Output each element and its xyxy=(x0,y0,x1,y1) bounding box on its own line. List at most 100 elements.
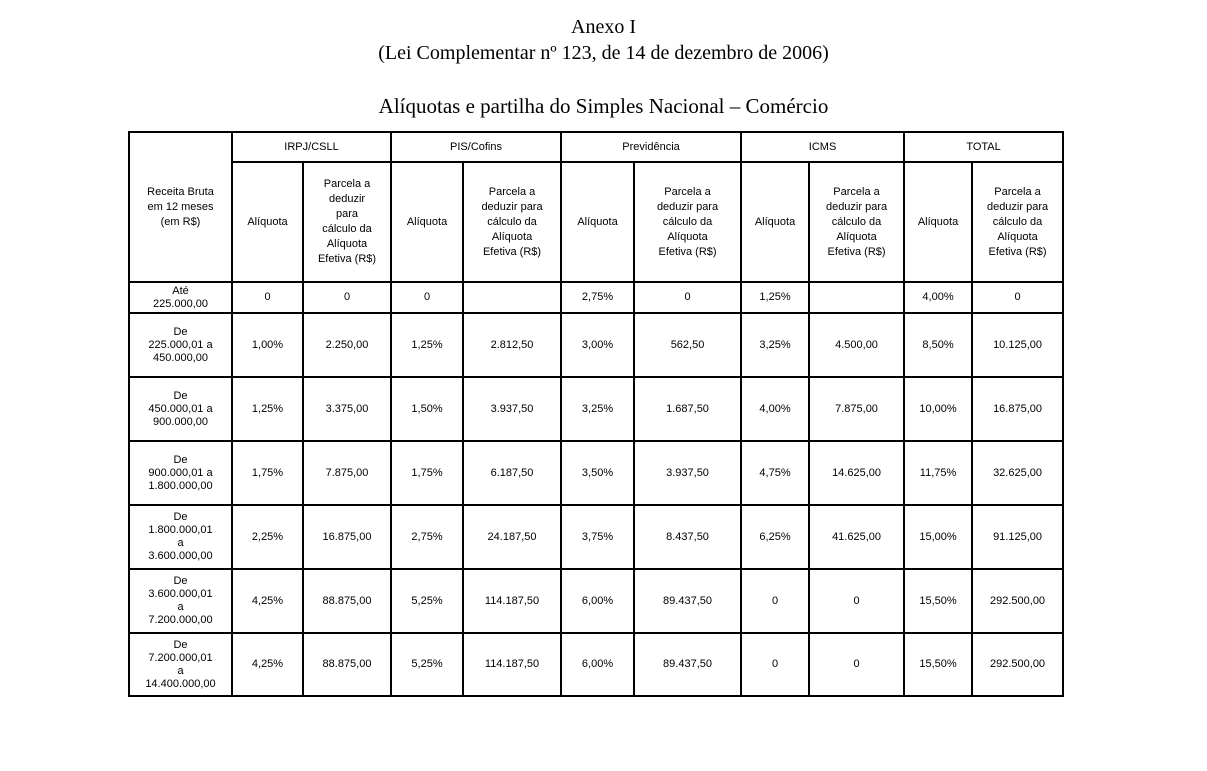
value-cell: 11,75% xyxy=(903,440,974,506)
simples-nacional-table: Receita Bruta em 12 meses (em R$) IRPJ/C… xyxy=(128,131,1065,697)
value-cell: 1.687,50 xyxy=(633,376,743,442)
aliquota-header-cell: Alíquota xyxy=(390,161,465,283)
group-header-irpj-csll: IRPJ/CSLL xyxy=(230,131,393,163)
value-cell: 10,00% xyxy=(903,376,974,442)
value-cell: 91.125,00 xyxy=(971,504,1065,570)
value-cell: 4,00% xyxy=(740,376,811,442)
value-cell: 4,00% xyxy=(903,281,974,314)
value-cell: 0 xyxy=(971,281,1065,314)
value-cell: 0 xyxy=(390,281,465,314)
value-cell: 88.875,00 xyxy=(301,568,393,634)
value-cell: 0 xyxy=(808,568,906,634)
value-cell: 292.500,00 xyxy=(971,568,1065,634)
value-cell: 3,75% xyxy=(560,504,636,570)
value-cell: 2,75% xyxy=(560,281,636,314)
page-subtitle: (Lei Complementar nº 123, de 14 de dezem… xyxy=(378,42,829,64)
aliquota-header-cell: Alíquota xyxy=(740,161,811,283)
bracket-cell: De 450.000,01 a 900.000,00 xyxy=(128,376,233,442)
value-cell: 10.125,00 xyxy=(971,312,1065,378)
bracket-cell: Até 225.000,00 xyxy=(128,281,233,314)
aliquota-header-cell: Alíquota xyxy=(231,161,304,283)
table-row: De 3.600.000,01 a 7.200.000,00 4,25% 88.… xyxy=(128,568,1065,634)
table-row: Até 225.000,00 0 0 0 2,75% 0 1,25% 4,00%… xyxy=(128,281,1065,314)
value-cell: 41.625,00 xyxy=(808,504,906,570)
value-cell: 0 xyxy=(231,281,304,314)
value-cell: 1,25% xyxy=(231,376,304,442)
table-subheader-row: Alíquota Parcela a deduzir para cálculo … xyxy=(129,161,1065,283)
table-row: De 225.000,01 a 450.000,00 1,00% 2.250,0… xyxy=(128,312,1065,378)
parcela-header-cell: Parcela a deduzir para cálculo da Alíquo… xyxy=(301,161,393,283)
value-cell: 3.937,50 xyxy=(633,440,743,506)
aliquota-header-cell: Alíquota xyxy=(560,161,636,283)
value-cell: 0 xyxy=(740,632,811,697)
table-row: De 450.000,01 a 900.000,00 1,25% 3.375,0… xyxy=(128,376,1065,442)
value-cell: 4,75% xyxy=(740,440,811,506)
value-cell: 1,75% xyxy=(390,440,465,506)
value-cell: 3.937,50 xyxy=(462,376,563,442)
value-cell: 3.375,00 xyxy=(301,376,393,442)
value-cell: 1,25% xyxy=(740,281,811,314)
bracket-cell: De 900.000,01 a 1.800.000,00 xyxy=(128,440,233,506)
value-cell: 114.187,50 xyxy=(462,632,563,697)
value-cell: 4,25% xyxy=(231,632,304,697)
value-cell: 6,25% xyxy=(740,504,811,570)
group-header-pis-cofins: PIS/Cofins xyxy=(390,131,563,163)
value-cell: 114.187,50 xyxy=(462,568,563,634)
value-cell: 2.250,00 xyxy=(301,312,393,378)
parcela-header-cell: Parcela a deduzir para cálculo da Alíquo… xyxy=(808,161,906,283)
page-heading: Alíquotas e partilha do Simples Nacional… xyxy=(378,94,829,118)
value-cell: 3,25% xyxy=(560,376,636,442)
value-cell: 3,50% xyxy=(560,440,636,506)
value-cell: 3,00% xyxy=(560,312,636,378)
value-cell: 7.875,00 xyxy=(808,376,906,442)
bracket-cell: De 1.800.000,01 a 3.600.000,00 xyxy=(128,504,233,570)
value-cell: 292.500,00 xyxy=(971,632,1065,697)
table-row: De 900.000,01 a 1.800.000,00 1,75% 7.875… xyxy=(128,440,1065,506)
value-cell: 88.875,00 xyxy=(301,632,393,697)
parcela-header-cell: Parcela a deduzir para cálculo da Alíquo… xyxy=(462,161,563,283)
value-cell: 14.625,00 xyxy=(808,440,906,506)
table-group-header-row: Receita Bruta em 12 meses (em R$) IRPJ/C… xyxy=(128,131,1065,283)
aliquota-header-cell: Alíquota xyxy=(903,161,974,283)
bracket-cell: De 7.200.000,01 a 14.400.000,00 xyxy=(128,632,233,697)
value-cell: 16.875,00 xyxy=(971,376,1065,442)
table-row: De 1.800.000,01 a 3.600.000,00 2,25% 16.… xyxy=(128,504,1065,570)
value-cell: 6.187,50 xyxy=(462,440,563,506)
value-cell: 32.625,00 xyxy=(971,440,1065,506)
page-title: Anexo I xyxy=(571,16,636,38)
value-cell: 15,50% xyxy=(903,568,974,634)
value-cell: 2.812,50 xyxy=(462,312,563,378)
value-cell: 3,25% xyxy=(740,312,811,378)
value-cell: 5,25% xyxy=(390,632,465,697)
table-row: De 7.200.000,01 a 14.400.000,00 4,25% 88… xyxy=(128,632,1065,697)
value-cell xyxy=(808,281,906,314)
value-cell: 8,50% xyxy=(903,312,974,378)
group-header-previdencia: Previdência xyxy=(560,131,743,163)
value-cell xyxy=(462,281,563,314)
parcela-header-cell: Parcela a deduzir para cálculo da Alíquo… xyxy=(971,161,1065,283)
corner-header-cell: Receita Bruta em 12 meses (em R$) xyxy=(128,131,233,283)
value-cell: 2,75% xyxy=(390,504,465,570)
value-cell: 5,25% xyxy=(390,568,465,634)
value-cell: 4.500,00 xyxy=(808,312,906,378)
parcela-header-cell: Parcela a deduzir para cálculo da Alíquo… xyxy=(633,161,743,283)
value-cell: 1,75% xyxy=(231,440,304,506)
bracket-cell: De 225.000,01 a 450.000,00 xyxy=(128,312,233,378)
value-cell: 1,25% xyxy=(390,312,465,378)
value-cell: 0 xyxy=(633,281,743,314)
value-cell: 15,50% xyxy=(903,632,974,697)
value-cell: 24.187,50 xyxy=(462,504,563,570)
value-cell: 0 xyxy=(301,281,393,314)
value-cell: 7.875,00 xyxy=(301,440,393,506)
value-cell: 6,00% xyxy=(560,632,636,697)
value-cell: 0 xyxy=(740,568,811,634)
group-header-total: TOTAL xyxy=(903,131,1065,163)
value-cell: 562,50 xyxy=(633,312,743,378)
value-cell: 8.437,50 xyxy=(633,504,743,570)
bracket-cell: De 3.600.000,01 a 7.200.000,00 xyxy=(128,568,233,634)
value-cell: 6,00% xyxy=(560,568,636,634)
group-header-icms: ICMS xyxy=(740,131,906,163)
value-cell: 89.437,50 xyxy=(633,568,743,634)
value-cell: 2,25% xyxy=(231,504,304,570)
value-cell: 4,25% xyxy=(231,568,304,634)
